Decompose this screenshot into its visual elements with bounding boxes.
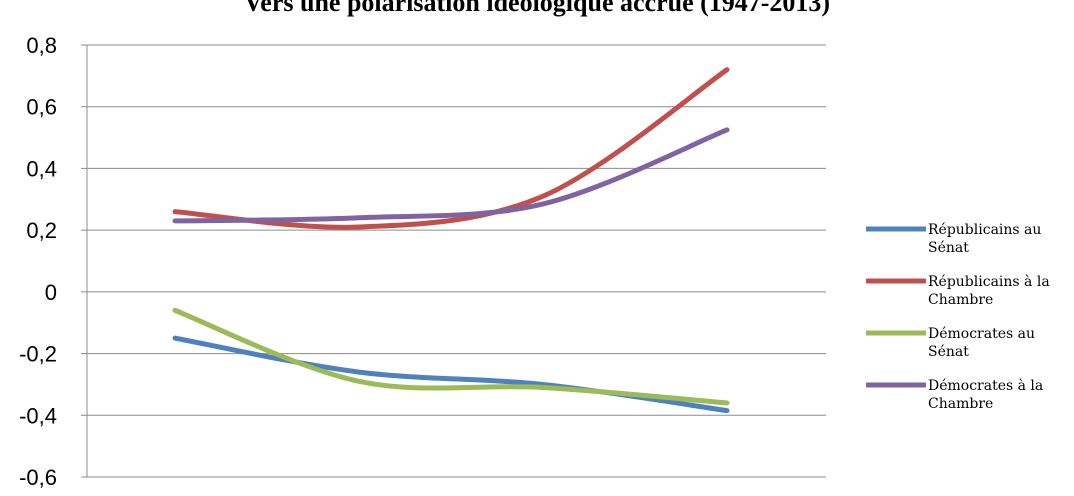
- legend-label-1: Républicains au Sénat: [928, 222, 1041, 256]
- series-line-3: [172, 307, 730, 406]
- series-line-2: [172, 67, 730, 230]
- legend-label-2: Républicains à la Chambre: [928, 273, 1050, 308]
- series-line-4: [172, 127, 730, 224]
- y-tick-label: 0,8: [26, 33, 57, 58]
- y-tick-label: 0: [45, 280, 57, 305]
- y-tick-label: -0,4: [19, 403, 57, 428]
- series-lines: [172, 67, 730, 414]
- legend: Républicains au Sénat Républicains à la Cha…: [866, 222, 1050, 412]
- legend-label-4: Démocrates à la Chambre: [928, 377, 1043, 412]
- y-tick-label: 0,4: [26, 156, 57, 181]
- legend-label-3: Démocrates au Sénat: [928, 326, 1035, 360]
- y-tick-label: 0,6: [26, 95, 57, 120]
- y-tick-label: -0,2: [19, 342, 57, 367]
- gridlines: [81, 44, 826, 478]
- y-tick-label: -0,6: [19, 465, 57, 490]
- axes: [86, 45, 826, 478]
- y-tick-label: 0,2: [26, 218, 57, 243]
- series-line-1: [172, 335, 730, 414]
- chart-title: Vers une polarisation idéologique accrue…: [243, 0, 831, 17]
- y-axis-ticks: 0,8 0,6 0,4 0,2 0 -0,2 -0,4 -0,6: [19, 33, 57, 490]
